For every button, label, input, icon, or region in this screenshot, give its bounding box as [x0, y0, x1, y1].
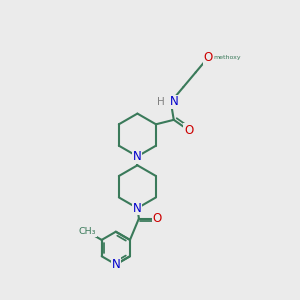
Text: O: O	[184, 124, 193, 137]
Text: CH₃: CH₃	[79, 227, 96, 236]
Text: O: O	[153, 212, 162, 225]
Text: N: N	[133, 150, 142, 163]
Text: O: O	[203, 51, 213, 64]
Text: N: N	[169, 95, 178, 109]
Text: H: H	[158, 97, 165, 107]
Text: methoxy: methoxy	[214, 55, 241, 60]
Text: N: N	[111, 258, 120, 271]
Text: N: N	[133, 202, 142, 214]
